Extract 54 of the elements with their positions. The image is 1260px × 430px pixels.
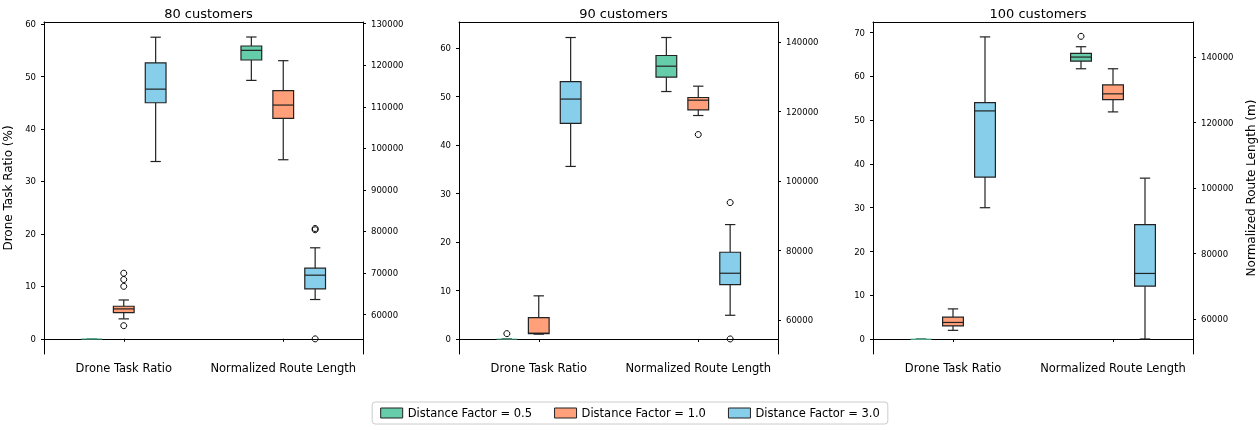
y2-tick-label: 100000: [786, 176, 819, 187]
y2-tick-label: 130000: [371, 18, 404, 29]
y-tick-label: 60: [440, 43, 451, 54]
y-tick-label: 0: [30, 333, 36, 344]
y2-tick-label: 120000: [371, 60, 404, 71]
y2-tick-label: 70000: [371, 267, 399, 278]
y2-tick-label: 80000: [1201, 248, 1229, 259]
y-tick-label: 50: [440, 91, 451, 102]
y-tick-label: 30: [440, 188, 451, 199]
y-tick-label: 50: [25, 71, 36, 82]
y-axis-title: Drone Task Ratio (%): [1, 125, 15, 251]
y2-tick-label: 120000: [786, 106, 819, 117]
x-tick-label: Normalized Route Length: [625, 361, 772, 375]
y2-tick-label: 100000: [371, 143, 404, 154]
y-tick-label: 10: [440, 285, 451, 296]
y2-tick-label: 60000: [1201, 314, 1229, 325]
legend-label: Distance Factor = 1.0: [581, 406, 706, 420]
y-tick-label: 60: [25, 19, 36, 30]
y2-tick-label: 110000: [371, 101, 404, 112]
y-tick-label: 20: [440, 237, 451, 248]
legend-label: Distance Factor = 0.5: [407, 406, 533, 420]
chart-title: 90 customers: [579, 6, 669, 21]
y-tick-label: 10: [854, 290, 865, 301]
y-tick-label: 60: [854, 71, 865, 82]
x-tick-label: Drone Task Ratio: [904, 361, 1002, 375]
y2-tick-label: 140000: [786, 37, 819, 48]
x-tick-label: Normalized Route Length: [210, 361, 357, 375]
chart-title: 80 customers: [164, 6, 254, 21]
y2-tick-label: 100000: [1201, 183, 1234, 194]
y2-axis-title: Normalized Route Length (m): [1244, 99, 1258, 277]
y2-tick-label: 120000: [1201, 117, 1234, 128]
y-tick-label: 40: [854, 158, 865, 169]
y2-tick-label: 80000: [371, 226, 399, 237]
y-tick-label: 10: [25, 281, 36, 292]
y2-tick-label: 80000: [786, 245, 814, 256]
y2-tick-label: 90000: [371, 184, 399, 195]
y2-tick-label: 140000: [1201, 52, 1234, 63]
y-tick-label: 50: [854, 115, 865, 126]
y2-tick-label: 60000: [371, 309, 399, 320]
y-tick-label: 70: [854, 27, 865, 38]
y-tick-label: 30: [854, 202, 865, 213]
chart-title: 100 customers: [989, 6, 1087, 21]
y-tick-label: 0: [859, 334, 865, 345]
x-tick-label: Drone Task Ratio: [75, 361, 172, 375]
x-tick-label: Drone Task Ratio: [490, 361, 587, 375]
legend-label: Distance Factor = 3.0: [755, 406, 880, 420]
y-tick-label: 20: [25, 228, 36, 239]
x-tick-label: Normalized Route Length: [1040, 361, 1186, 375]
y-tick-label: 40: [25, 124, 36, 134]
y2-tick-label: 60000: [786, 315, 814, 326]
y-tick-label: 30: [25, 176, 36, 187]
y-tick-label: 40: [440, 140, 451, 151]
y-tick-label: 20: [854, 246, 865, 257]
y-tick-label: 0: [445, 333, 451, 344]
